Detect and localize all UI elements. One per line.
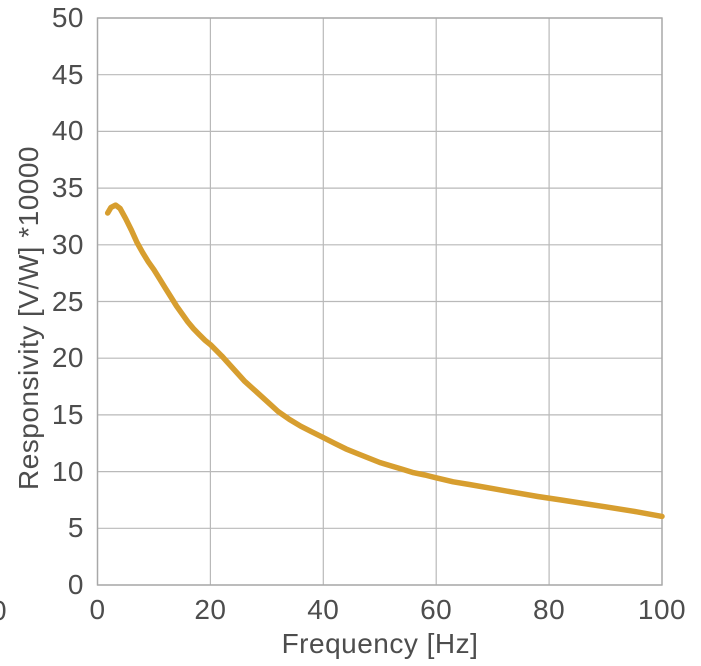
y-tick-label: 50 bbox=[51, 2, 84, 33]
y-tick-label: 45 bbox=[51, 58, 84, 90]
plot-border bbox=[96, 17, 663, 586]
y-tick-label: 30 bbox=[51, 228, 84, 260]
x-tick-label: 100 bbox=[637, 594, 687, 625]
y-tick-label: 35 bbox=[51, 172, 84, 204]
y-axis-title: Responsivity [V/W] *10000 bbox=[13, 146, 44, 490]
x-axis-title: Frequency [Hz] bbox=[281, 628, 479, 659]
y-tick-label: 40 bbox=[51, 115, 84, 147]
x-tick-label: 0 bbox=[89, 594, 106, 625]
x-tick-label: 80 bbox=[533, 594, 566, 625]
x-tick-label: 40 bbox=[307, 594, 340, 625]
y-tick-label: 5 bbox=[67, 512, 84, 544]
y-tick-label: 10 bbox=[51, 455, 84, 487]
responsivity-curve bbox=[104, 202, 665, 520]
y-tick-label: 0 bbox=[67, 569, 84, 600]
y-tick-label: 25 bbox=[51, 285, 84, 317]
x-tick-label: 20 bbox=[194, 594, 227, 625]
y-tick-label: 15 bbox=[51, 398, 84, 430]
cropped-neighbor-axis-label: 0 bbox=[0, 594, 7, 628]
x-tick-label: 60 bbox=[420, 594, 453, 625]
y-tick-label: 20 bbox=[51, 342, 84, 374]
